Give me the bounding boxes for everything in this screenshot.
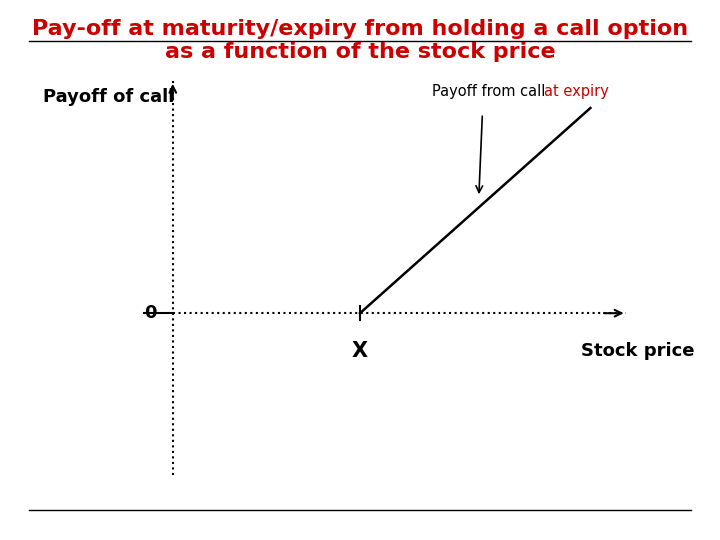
Text: Payoff of call: Payoff of call [43,88,174,106]
Text: at expiry: at expiry [544,84,608,99]
Text: 0: 0 [145,304,157,322]
Text: Payoff from call: Payoff from call [432,84,550,99]
Text: X: X [352,341,368,361]
Text: Pay-off at maturity/expiry from holding a call option
as a function of the stock: Pay-off at maturity/expiry from holding … [32,19,688,62]
Text: Stock price: Stock price [581,342,695,360]
